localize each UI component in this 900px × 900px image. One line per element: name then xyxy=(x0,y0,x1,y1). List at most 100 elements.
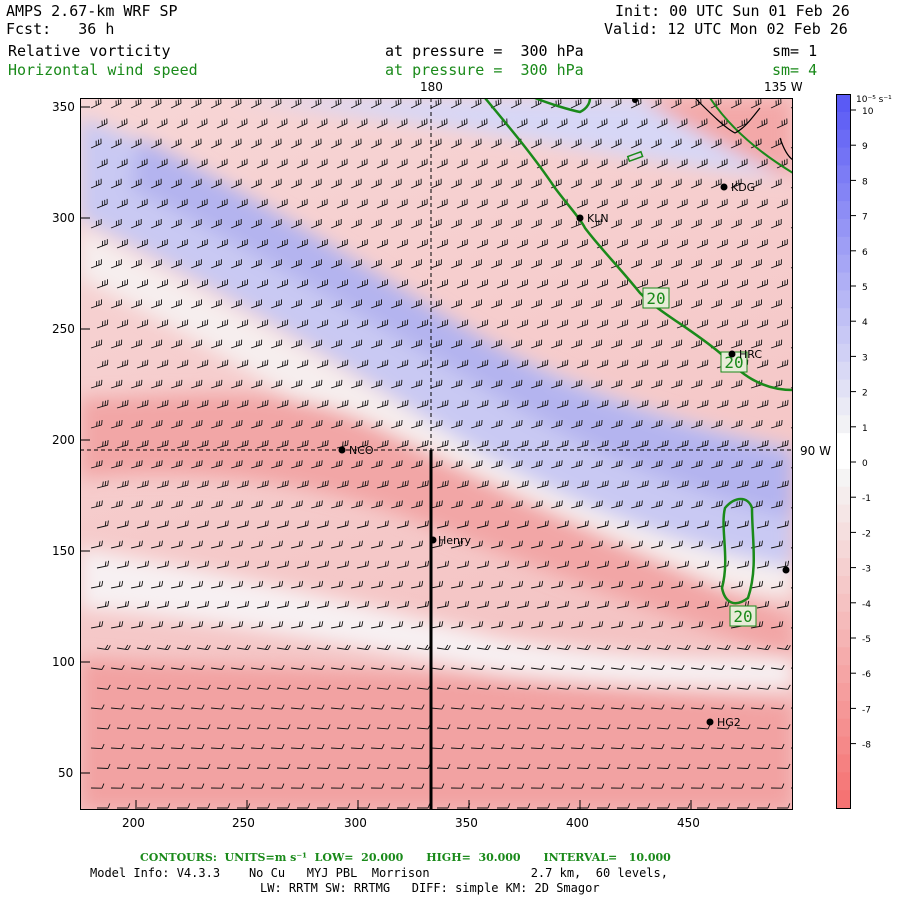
colorbar-cell xyxy=(836,415,851,434)
wind-barb xyxy=(670,704,685,710)
wind-barb xyxy=(716,158,728,169)
wind-barb xyxy=(430,743,445,750)
wind-barb xyxy=(630,259,642,269)
wind-barb xyxy=(130,500,143,509)
wind-barb xyxy=(96,440,109,449)
wind-barb xyxy=(350,743,365,750)
wind-barb xyxy=(730,500,743,509)
wind-barb xyxy=(370,621,384,629)
wind-barb xyxy=(270,259,282,269)
wind-barb xyxy=(150,621,164,629)
wind-barb xyxy=(90,379,103,389)
wind-barb xyxy=(690,621,704,629)
wind-barb xyxy=(230,704,245,710)
wind-barb xyxy=(590,621,604,629)
wind-barb xyxy=(550,339,563,349)
wind-barb xyxy=(430,460,443,469)
wind-barb xyxy=(196,158,208,169)
wind-barb xyxy=(376,520,389,529)
wind-barb xyxy=(150,219,162,229)
wind-barb xyxy=(536,440,549,449)
wind-barb xyxy=(436,600,450,609)
colorbar-cell xyxy=(836,468,851,488)
wind-barb xyxy=(756,279,768,289)
colorbar-cell xyxy=(836,540,851,559)
wind-barb xyxy=(696,399,709,409)
wind-barb xyxy=(216,520,229,529)
wind-barb xyxy=(750,743,765,750)
colorbar-label: -5 xyxy=(862,635,871,645)
wind-barb xyxy=(556,480,569,489)
wind-barb xyxy=(670,500,683,509)
wind-barb xyxy=(697,803,711,809)
wind-barb xyxy=(296,724,311,730)
wind-barb xyxy=(630,664,645,670)
wind-barb xyxy=(316,399,329,409)
wind-barb xyxy=(710,460,723,469)
wind-barb xyxy=(336,198,348,209)
wind-barb xyxy=(456,600,470,609)
wind-barb xyxy=(430,621,444,629)
colorbar-label: -7 xyxy=(862,705,871,715)
wind-barb xyxy=(476,399,489,409)
wind-barb xyxy=(410,419,423,429)
wind-barb xyxy=(736,198,748,209)
wind-barb xyxy=(490,299,503,309)
wind-barb xyxy=(336,158,348,169)
wind-barb xyxy=(230,259,242,269)
wind-barb xyxy=(296,319,309,329)
wind-barb xyxy=(576,520,589,529)
colorbar-cell xyxy=(836,290,851,309)
wind-barb xyxy=(570,704,585,710)
wind-barb xyxy=(150,460,163,469)
wind-barb xyxy=(596,560,610,569)
wind-barb xyxy=(550,704,565,710)
wind-barb xyxy=(270,339,283,349)
wind-barb xyxy=(196,644,211,651)
wind-barb xyxy=(690,743,705,750)
wind-barb xyxy=(396,644,411,651)
wind-barb xyxy=(450,138,462,149)
wind-barb xyxy=(510,379,523,389)
wind-barb xyxy=(516,600,530,609)
wind-barb xyxy=(576,724,591,730)
wind-barb xyxy=(156,359,169,369)
wind-barb xyxy=(370,299,383,309)
wind-barb xyxy=(536,763,551,769)
wind-barb xyxy=(630,379,643,389)
wind-barb xyxy=(650,704,665,710)
wind-barb xyxy=(397,803,411,809)
wind-barb xyxy=(410,219,422,229)
wind-barb xyxy=(750,664,765,670)
wind-barb xyxy=(436,520,449,529)
wind-barb xyxy=(396,239,408,249)
wind-barb xyxy=(550,419,563,429)
wind-barb xyxy=(730,339,743,349)
wind-barb xyxy=(730,783,745,789)
wind-barb xyxy=(736,520,749,529)
wind-barb xyxy=(776,560,790,569)
wind-barb xyxy=(710,783,725,789)
wind-barb xyxy=(630,580,644,589)
wind-barb xyxy=(236,600,250,609)
wind-barb xyxy=(450,299,463,309)
wind-barb xyxy=(510,783,525,789)
wind-barb xyxy=(756,763,771,769)
wind-barb xyxy=(356,600,370,609)
wind-barb xyxy=(116,279,128,289)
x-tick-label: 250 xyxy=(232,816,255,830)
wind-barb xyxy=(570,664,585,670)
wind-barb xyxy=(736,480,749,489)
wind-barb xyxy=(510,540,523,549)
wind-barb xyxy=(176,399,189,409)
wind-barb xyxy=(536,239,548,249)
wind-barb xyxy=(196,359,209,369)
wind-barb xyxy=(510,621,524,629)
wind-barb xyxy=(656,480,669,489)
wind-barb xyxy=(337,803,351,809)
wind-barb xyxy=(410,98,422,109)
wind-barb xyxy=(190,704,205,710)
wind-barb xyxy=(310,379,323,389)
wind-barb xyxy=(130,743,145,750)
wind-barb xyxy=(736,118,748,129)
